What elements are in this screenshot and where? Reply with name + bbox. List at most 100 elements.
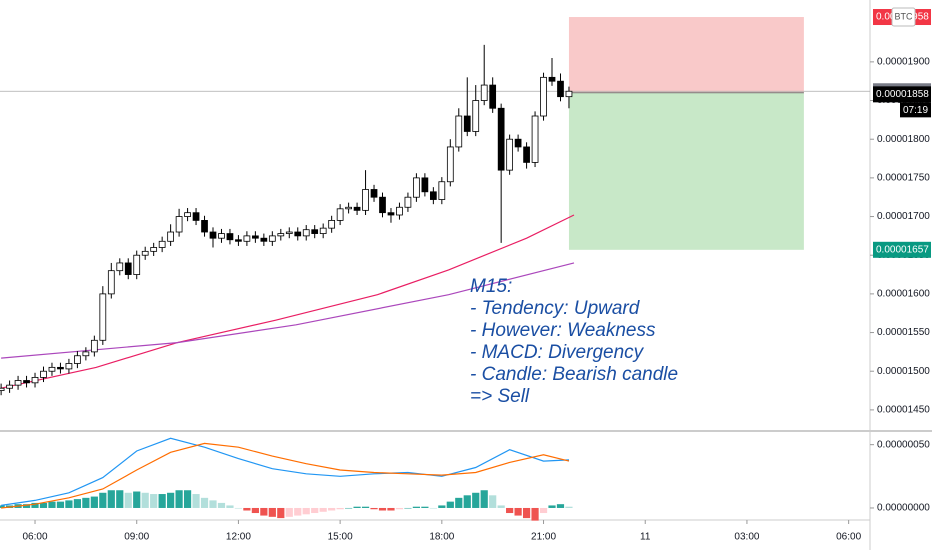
macd-histogram-bar bbox=[539, 507, 548, 514]
macd-histogram-bar bbox=[99, 492, 107, 508]
target-zone bbox=[568, 92, 804, 250]
candle-body bbox=[141, 250, 149, 256]
macd-histogram-bar bbox=[378, 507, 387, 511]
macd-histogram-bar bbox=[167, 492, 175, 508]
target-price-label-box bbox=[873, 241, 931, 258]
candle-body bbox=[82, 351, 90, 357]
candle-body bbox=[107, 270, 115, 295]
candle-body bbox=[57, 366, 64, 370]
candle-body bbox=[65, 363, 73, 370]
candle-body bbox=[370, 189, 378, 198]
macd-histogram-bar bbox=[336, 507, 344, 510]
y-tick-label: 0.00001450 bbox=[877, 405, 930, 416]
macd-histogram-bar bbox=[345, 507, 353, 509]
macd-y-tick-label: 0.00000050 bbox=[877, 439, 930, 450]
macd-histogram-bar bbox=[480, 490, 488, 508]
macd-histogram-bar bbox=[73, 499, 81, 508]
candle-body bbox=[277, 233, 285, 237]
x-tick-label: 11 bbox=[640, 532, 651, 543]
candle-body bbox=[523, 146, 530, 163]
x-tick-label: 06:00 bbox=[836, 532, 861, 543]
last-price-label-box bbox=[873, 86, 931, 103]
macd-histogram-bar bbox=[311, 507, 319, 514]
x-tick-label: 03:00 bbox=[734, 532, 759, 543]
macd-histogram-bar bbox=[531, 507, 539, 521]
candle-body bbox=[150, 247, 158, 252]
macd-histogram-bar bbox=[260, 507, 268, 516]
macd-histogram-bar bbox=[514, 507, 522, 516]
candle-body bbox=[99, 293, 107, 341]
macd-histogram-bar bbox=[133, 491, 141, 508]
candle-body bbox=[90, 339, 98, 353]
macd-histogram-bar bbox=[183, 490, 192, 508]
annotation-line: - Candle: Bearish candle bbox=[470, 364, 678, 385]
candle-body bbox=[506, 138, 513, 171]
candle-body bbox=[319, 227, 327, 234]
candle-body bbox=[218, 233, 225, 239]
macd-line bbox=[1, 437, 570, 506]
macd-histogram-bar bbox=[31, 502, 39, 508]
macd-histogram-bar bbox=[268, 507, 276, 517]
candle-body bbox=[455, 115, 463, 148]
candle-body bbox=[362, 189, 369, 211]
macd-histogram-bar bbox=[200, 497, 209, 508]
candle-body bbox=[6, 384, 13, 389]
moving-average bbox=[0, 214, 575, 389]
candle-body bbox=[472, 100, 480, 132]
candle-body bbox=[74, 355, 81, 364]
macd-histogram-bar bbox=[82, 497, 90, 508]
candle-body bbox=[438, 181, 446, 200]
candle-body bbox=[209, 231, 217, 239]
candle-body bbox=[480, 84, 488, 101]
candle-body bbox=[31, 377, 39, 384]
macd-histogram-bar bbox=[192, 494, 200, 508]
macd-histogram-bar bbox=[370, 507, 378, 510]
candle-body bbox=[404, 196, 412, 208]
macd-histogram-bar bbox=[0, 505, 5, 508]
macd-histogram-bar bbox=[56, 501, 65, 508]
macd-histogram-bar bbox=[446, 501, 454, 508]
macd-histogram-bar bbox=[116, 490, 124, 508]
annotation-line: - MACD: Divergency bbox=[470, 342, 645, 363]
macd-histogram-bar bbox=[404, 507, 412, 509]
macd-histogram-bar bbox=[124, 492, 132, 508]
candle-body bbox=[328, 220, 336, 229]
candle-body bbox=[124, 262, 132, 275]
candle-body bbox=[565, 90, 573, 98]
macd-histogram-bar bbox=[548, 505, 556, 508]
macd-histogram-bar bbox=[107, 490, 115, 508]
candle-body bbox=[184, 212, 191, 217]
signal-line bbox=[1, 442, 570, 509]
candle-body bbox=[285, 231, 293, 234]
macd-histogram-bar bbox=[429, 507, 437, 509]
macd-histogram-bar bbox=[90, 496, 98, 508]
macd-histogram-bar bbox=[455, 497, 463, 508]
annotation-line: M15: bbox=[470, 276, 512, 297]
candle-body bbox=[514, 138, 522, 148]
candle-body bbox=[311, 229, 319, 234]
macd-histogram-bar bbox=[506, 507, 514, 514]
macd-histogram-bar bbox=[65, 500, 73, 508]
macd-histogram-bar bbox=[463, 495, 471, 508]
macd-histogram-bar bbox=[22, 504, 31, 508]
candle-body bbox=[260, 237, 268, 242]
moving-average bbox=[1, 262, 575, 359]
macd-histogram-bar bbox=[472, 492, 480, 508]
last-price-label: 0.00001858 bbox=[876, 89, 929, 100]
candle-body bbox=[0, 387, 5, 391]
macd-histogram-bar bbox=[251, 507, 259, 514]
candle-body bbox=[226, 233, 234, 241]
macd-histogram-bar bbox=[175, 490, 183, 508]
macd-histogram-bar bbox=[39, 502, 48, 508]
candle-body bbox=[446, 146, 454, 183]
macd-histogram-bar bbox=[141, 492, 149, 508]
x-tick-label: 21:00 bbox=[531, 532, 556, 543]
candle-body bbox=[252, 235, 259, 239]
macd-histogram-bar bbox=[294, 507, 302, 516]
macd-histogram-bar bbox=[302, 507, 310, 515]
macd-histogram-bar bbox=[438, 505, 446, 508]
y-tick-label: 0.00001550 bbox=[877, 327, 930, 338]
candle-body bbox=[531, 115, 539, 163]
candle-body bbox=[201, 220, 208, 233]
candle-body bbox=[158, 240, 166, 248]
